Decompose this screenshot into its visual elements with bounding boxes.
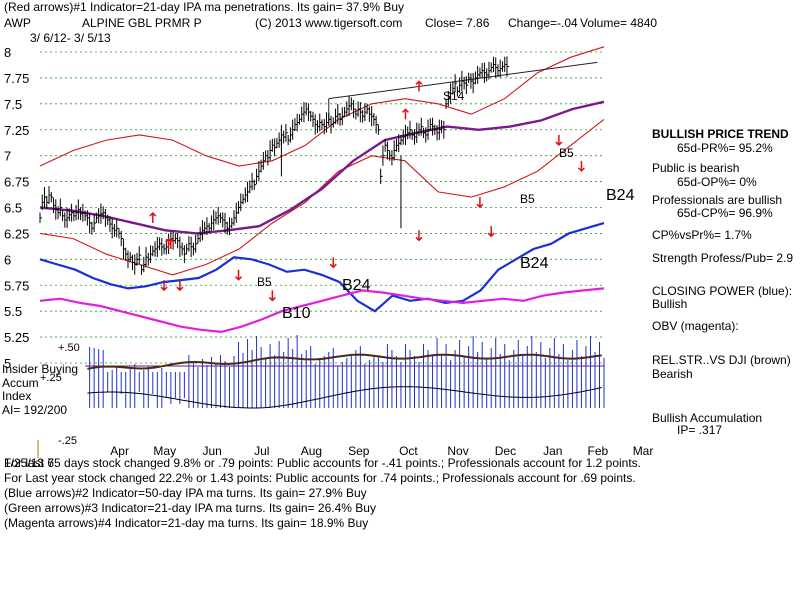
month-label: Jun: [202, 444, 221, 458]
price-tick: 5: [4, 356, 11, 371]
relstr-label: REL.STR..VS DJI (brown): [652, 353, 791, 367]
signals-layer: S14 B5 B5 B5 B24 B10 B24 B24: [149, 80, 635, 322]
moving-average-line: [39, 100, 605, 235]
date-range: 3/ 6/12- 3/ 5/13: [30, 31, 111, 45]
month-label: Dec: [495, 444, 516, 458]
insider-tick-minus25: -.25: [58, 435, 77, 447]
footer-overlap-date: 1/25/13 7: [4, 456, 54, 470]
month-label: May: [153, 444, 176, 458]
accum-label: Accum: [2, 376, 39, 390]
insider-tick-plus50: +.50: [58, 342, 80, 354]
footer-line-5: (Magenta arrows)#4 Indicator=21-day ma t…: [4, 516, 368, 530]
price-tick: 8: [4, 45, 11, 60]
red-arrow-up: [160, 280, 168, 292]
red-arrow-up: [176, 280, 184, 292]
grid-lines: [40, 51, 604, 364]
closing-power-line: [39, 222, 605, 313]
cp-value: 65d-CP%= 96.9%: [677, 206, 773, 220]
price-tick: 7.25: [4, 123, 29, 138]
month-axis: Apr May Jun Jul Aug Sep Oct Nov Dec Jan Feb Mar: [110, 444, 653, 458]
red-arrow-up: [415, 230, 423, 242]
ip-value: IP= .317: [677, 423, 722, 437]
signal-s14: S14: [443, 89, 465, 103]
relstr-state: Bearish: [652, 367, 693, 381]
change-value: Change=-.04: [508, 16, 578, 30]
obv-line: [39, 287, 605, 334]
red-arrow-down: [149, 211, 157, 224]
header-red-arrows: (Red arrows)#1 Indicator=21-day IPA ma p…: [4, 0, 404, 14]
footer-line-3: (Blue arrows)#2 Indicator=50-day IPA ma …: [4, 486, 367, 500]
red-arrow-up: [487, 226, 495, 238]
professionals-state: Professionals are bullish: [652, 193, 782, 207]
price-tick: 6.75: [4, 175, 29, 190]
month-label: Jul: [254, 444, 269, 458]
price-tick: 7.5: [4, 97, 22, 112]
price-tick: 5.5: [4, 304, 22, 319]
signal-b24-c: B24: [520, 255, 549, 272]
signal-b24-a: B24: [606, 187, 635, 204]
month-label: Mar: [633, 444, 654, 458]
price-tick: 5.25: [4, 330, 29, 345]
red-arrow-down: [401, 108, 410, 120]
upper-band-line: [39, 46, 605, 167]
signal-b5-c: B5: [257, 275, 272, 289]
stock-name: ALPINE GBL PRMR P: [82, 16, 202, 30]
pr-value: 65d-PR%= 95.2%: [677, 141, 773, 155]
insider-tick-plus25: +.25: [40, 372, 62, 384]
price-axis: 8 7.75 7.5 7.25 7 6.75 6.5 6.25 6 5.75 5.5 5.25 5: [4, 45, 29, 371]
red-arrow-up: [234, 269, 243, 281]
ai-label: AI= 192/200: [2, 403, 67, 417]
public-state: Public is bearish: [652, 161, 739, 175]
month-label: Sep: [348, 444, 370, 458]
red-arrow-up: [476, 197, 484, 209]
trend-line: [328, 61, 598, 100]
red-arrow-down: [415, 80, 423, 92]
price-tick: 6.25: [4, 226, 29, 241]
month-label: Oct: [399, 444, 418, 458]
signal-b10: B10: [282, 305, 311, 322]
month-label: Nov: [447, 444, 468, 458]
red-arrow-up: [555, 134, 563, 146]
footer-line-4: (Green arrows)#3 Indicator=21-day IPA ma…: [4, 501, 376, 515]
price-tick: 6: [4, 252, 11, 267]
footer-line-1: For last 65 days stock changed 9.8% or .…: [4, 456, 641, 470]
close-value: Close= 7.86: [425, 16, 490, 30]
price-tick: 7.75: [4, 71, 29, 86]
month-label: Apr: [110, 444, 129, 458]
price-tick: 7: [4, 149, 11, 164]
ticker: AWP: [4, 16, 31, 30]
signal-b24-b: B24: [342, 277, 371, 294]
cp-vs-pr: CP%vsPr%= 1.7%: [652, 228, 752, 242]
month-label: Feb: [588, 444, 609, 458]
volume-value: Volume= 4840: [580, 16, 657, 30]
accumulation-label: Bullish Accumulation: [652, 411, 762, 425]
red-arrow-down: [167, 237, 175, 249]
price-bars: [39, 56, 509, 275]
trend-title: BULLISH PRICE TREND: [652, 127, 789, 141]
rel-strength-line: [87, 353, 602, 370]
closing-power-state: Bullish: [652, 297, 687, 311]
copyright: (C) 2013 www.tigersoft.com: [255, 16, 402, 30]
month-label: Aug: [301, 444, 322, 458]
footer-line-2: For Last year stock changed 22.2% or 1.4…: [4, 471, 636, 485]
series-layer: [39, 46, 605, 334]
red-arrow-up: [268, 290, 276, 302]
index-label: Index: [2, 389, 31, 403]
obv-label: OBV (magenta):: [652, 319, 739, 333]
accum-ma-line: [87, 386, 602, 409]
insider-buying-label: Insider Buying: [2, 362, 78, 376]
month-label: Jan: [543, 444, 562, 458]
signal-b5-a: B5: [559, 146, 574, 160]
op-value: 65d-OP%= 0%: [677, 175, 757, 189]
red-arrow-up: [329, 257, 337, 269]
signal-b5-b: B5: [520, 192, 535, 206]
red-arrow-up: [577, 160, 585, 172]
strength-ratio: Strength Profess/Pub= 2.9: [652, 251, 793, 265]
accumulation-histogram: [37, 335, 605, 458]
price-tick: 5.75: [4, 278, 29, 293]
price-tick: 6.5: [4, 201, 22, 216]
closing-power-label: CLOSING POWER (blue):: [652, 284, 792, 298]
